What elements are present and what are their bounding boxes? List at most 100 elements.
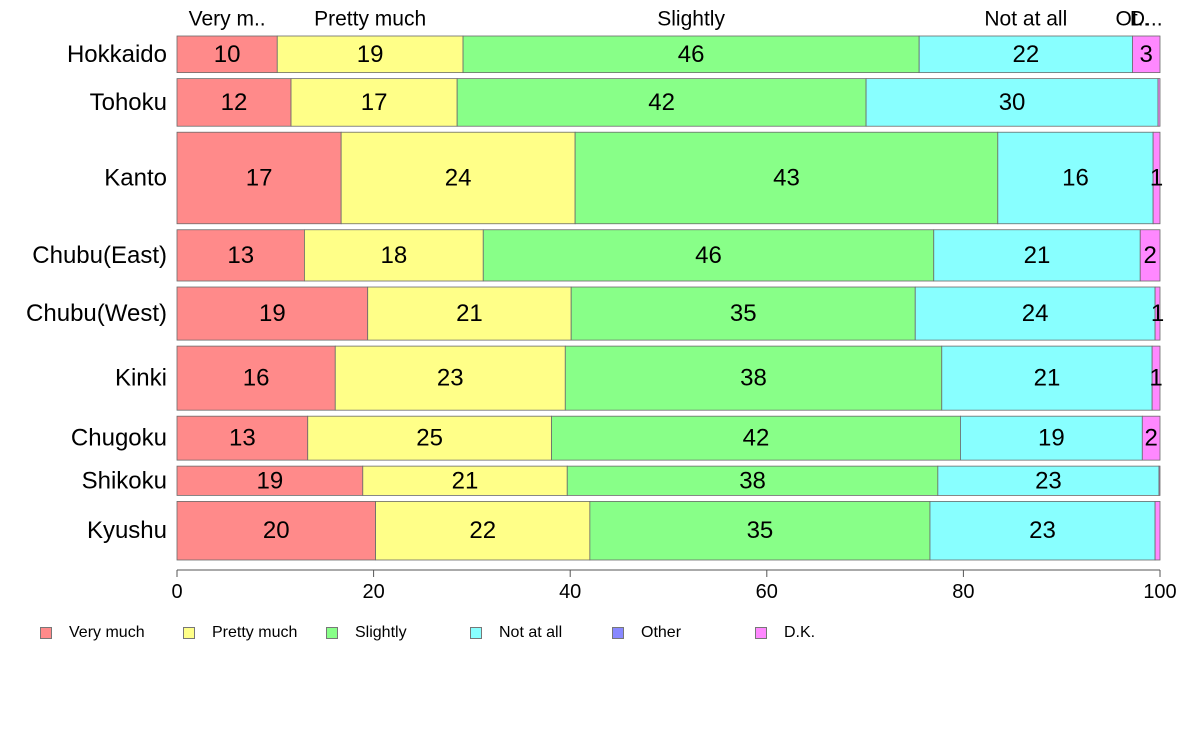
region-label: Chubu(West)	[26, 300, 167, 327]
region-label: Kyushu	[87, 517, 167, 544]
top-category-label: Not at all	[984, 8, 1067, 31]
region-label: Shikoku	[82, 467, 167, 494]
legend-item: Very much	[40, 624, 145, 642]
region-label: Chubu(East)	[32, 242, 167, 269]
data-label: 13	[227, 242, 254, 269]
bar-segment	[1151, 345, 1161, 411]
bar-segment	[960, 415, 1143, 461]
top-category-label: Ot..	[1116, 8, 1150, 31]
x-tick-label: 60	[756, 581, 778, 603]
data-label: 19	[357, 41, 384, 68]
bar-segment	[566, 465, 939, 496]
data-label: 30	[999, 89, 1026, 116]
data-label: 3	[1140, 41, 1153, 68]
data-label: 19	[1038, 425, 1065, 452]
bar-segment	[574, 131, 999, 225]
data-label: 16	[1062, 164, 1089, 191]
x-tick-label: 20	[362, 581, 384, 603]
bar-segment	[933, 229, 1141, 282]
data-label: 2	[1143, 242, 1156, 269]
data-label: 19	[257, 467, 284, 494]
region-label: Kanto	[104, 164, 167, 191]
legend-label: Pretty much	[212, 624, 298, 641]
bar-segment	[304, 229, 484, 282]
data-label: 17	[246, 164, 273, 191]
bar-segment	[929, 501, 1156, 561]
legend-swatch	[326, 627, 338, 639]
legend-label: D.K.	[784, 624, 816, 641]
data-label: 24	[445, 164, 472, 191]
bar-segment	[367, 286, 572, 341]
x-tick-label: 40	[559, 581, 581, 603]
data-label: 22	[469, 517, 496, 544]
bar-segment	[997, 131, 1154, 225]
bar-segment	[941, 345, 1153, 411]
bar-segment	[176, 415, 309, 461]
top-category-labels: Very m.. Pretty much Slightly Not at all Ot.…	[189, 8, 1163, 31]
bar-segment	[176, 78, 292, 127]
bar-segment	[564, 345, 943, 411]
data-label: 42	[648, 89, 675, 116]
bar-segment	[914, 286, 1156, 341]
legend-item: Slightly	[326, 624, 407, 642]
legend-swatch	[40, 627, 52, 639]
data-label: 1	[1151, 300, 1164, 327]
bar-segment	[589, 501, 931, 561]
legend-item: D.K.	[755, 624, 815, 642]
bar-segment	[570, 286, 916, 341]
data-label: 35	[747, 517, 774, 544]
x-tick-label: 80	[952, 581, 974, 603]
top-category-label: D...	[1130, 8, 1163, 31]
legend-swatch	[470, 627, 482, 639]
bar-segment	[551, 415, 961, 461]
data-label: 17	[361, 89, 388, 116]
bar-segment	[1158, 465, 1161, 496]
bar-segment	[375, 501, 591, 561]
bar-segment	[176, 501, 376, 561]
top-category-label: Slightly	[657, 8, 725, 31]
data-label: 25	[416, 425, 443, 452]
data-label: 23	[437, 365, 464, 392]
data-label: 20	[263, 517, 290, 544]
data-label: 2	[1144, 425, 1157, 452]
bar-segment	[340, 131, 576, 225]
data-label: 21	[456, 300, 483, 327]
data-label: 38	[740, 365, 767, 392]
bar-segment	[1141, 415, 1161, 461]
data-label: 13	[229, 425, 256, 452]
data-label: 1	[1149, 365, 1162, 392]
bar-segment	[334, 345, 566, 411]
data-label: 22	[1012, 41, 1039, 68]
data-label: 46	[678, 41, 705, 68]
legend-swatch	[755, 627, 767, 639]
region-label: Kinki	[115, 365, 167, 392]
bar-segment	[1139, 229, 1161, 282]
bar-segment	[1157, 78, 1161, 127]
data-label: 12	[221, 89, 248, 116]
x-tick-label: 0	[171, 581, 182, 603]
data-label: 1	[1150, 164, 1163, 191]
bar-segment	[865, 78, 1159, 127]
bar-segment	[1154, 286, 1161, 341]
bar-segment	[1154, 501, 1161, 561]
data-label: 46	[695, 242, 722, 269]
bar-segment	[1152, 131, 1161, 225]
bar-segment	[307, 415, 552, 461]
data-label: 43	[773, 164, 800, 191]
bar-segment	[176, 131, 342, 225]
legend-label: Not at all	[499, 624, 563, 641]
data-label: 10	[214, 41, 241, 68]
x-axis: 0 20 40 60 80 100	[171, 569, 1177, 603]
data-label: 18	[381, 242, 408, 269]
data-label: 21	[1024, 242, 1051, 269]
bar-segment	[176, 229, 305, 282]
top-category-label: Very m..	[189, 8, 266, 31]
region-label: Chugoku	[71, 425, 167, 452]
legend-item: Pretty much	[183, 624, 297, 642]
data-label: 42	[743, 425, 770, 452]
legend-swatch	[612, 627, 624, 639]
data-label: 19	[259, 300, 286, 327]
legend-label: Other	[641, 624, 682, 641]
